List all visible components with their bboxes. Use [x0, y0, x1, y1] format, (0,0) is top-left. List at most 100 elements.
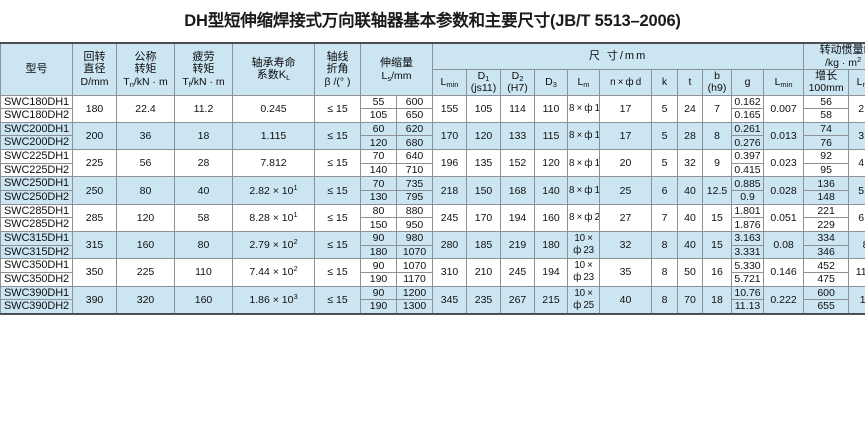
- cell-dim-d1: 170: [432, 121, 467, 151]
- cell-dim-k: 40: [599, 285, 652, 315]
- header-aa-line2: 折角: [326, 63, 349, 76]
- cell-dim-lmin: 950: [396, 217, 433, 232]
- cell-dim-lmin: 880: [396, 203, 433, 219]
- cell-fatigue-torque: 80: [174, 230, 233, 260]
- cell-dim-lmin: 600: [396, 94, 433, 110]
- cell-model: SWC250DH2: [0, 190, 73, 205]
- cell-inertia-lmin: 11.13: [731, 299, 764, 315]
- cell-mass-lmin: 74: [803, 121, 850, 137]
- cell-inertia-growth: 0.051: [762, 203, 805, 232]
- cell-nominal-torque: 225: [116, 258, 175, 287]
- cell-telescoping: 130: [360, 190, 397, 205]
- cell-mass-growth: 8: [848, 230, 865, 260]
- cell-dim-t: 8: [651, 258, 678, 287]
- header-dim-lmin: Lmin: [432, 68, 467, 96]
- header-ig-exponent: 2: [857, 54, 862, 64]
- cell-telescoping: 90: [360, 285, 397, 301]
- header-ig-unit: /kg · m: [824, 56, 858, 69]
- cell-dim-lm: 110: [534, 94, 568, 123]
- cell-dim-d1: 280: [432, 230, 467, 260]
- header-d1-tol: (js11): [470, 82, 497, 95]
- cell-inertia-lmin: 0.261: [731, 121, 764, 137]
- cell-dim-bolt-pattern: 8 × ф 17: [567, 94, 600, 123]
- cell-mass-lmin: 334: [803, 230, 850, 246]
- cell-model: SWC250DH1: [0, 176, 73, 192]
- header-dim-lm: Lm: [567, 68, 600, 96]
- header-lm-symbol: L: [577, 76, 584, 89]
- header-ft-line1: 疲劳: [192, 50, 215, 63]
- cell-model: SWC350DH1: [0, 258, 73, 273]
- cell-inertia-lmin: 5.330: [731, 258, 764, 273]
- cell-mass-growth: 4.9: [848, 149, 865, 178]
- cell-mass-lmin: 58: [803, 108, 850, 123]
- cell-dim-lmin: 735: [396, 176, 433, 192]
- cell-mass-growth: 11.5: [848, 258, 865, 287]
- cell-dim-bolt-pattern: 8 × ф 23: [567, 203, 600, 232]
- table-row: SWC225DH2 140 710 0.415 95: [0, 162, 865, 178]
- cell-dim-g: 9: [702, 149, 732, 178]
- cell-inertia-lmin: 1.801: [731, 203, 764, 219]
- header-rd-line1: 回转: [83, 50, 106, 63]
- header-d3-symbol: D: [545, 76, 553, 89]
- cell-dim-lm: 120: [534, 149, 568, 178]
- cell-mass-lmin: 76: [803, 135, 850, 151]
- cell-fatigue-torque: 160: [174, 285, 233, 315]
- cell-dim-b: 40: [677, 203, 703, 232]
- cell-dim-k: 20: [599, 149, 652, 178]
- cell-model: SWC180DH1: [0, 94, 73, 110]
- cell-nominal-torque: 320: [116, 285, 175, 315]
- cell-telescoping: 90: [360, 230, 397, 246]
- cell-dim-k: 17: [599, 121, 652, 151]
- header-bl-line2: 系数K: [256, 69, 287, 82]
- cell-dim-lmin: 680: [396, 135, 433, 151]
- header-ig-line1: 转动惯量I: [819, 44, 865, 57]
- cell-telescoping: 180: [360, 244, 397, 260]
- cell-dim-d2: 170: [466, 203, 501, 232]
- cell-dim-lmin: 650: [396, 108, 433, 123]
- cell-axis-angle: ≤ 15: [314, 94, 361, 123]
- header-ft-line2: 转矩: [192, 63, 215, 76]
- cell-axis-angle: ≤ 15: [314, 176, 361, 205]
- cell-dim-lm: 160: [534, 203, 568, 232]
- cell-dim-t: 5: [651, 94, 678, 123]
- header-bearing-life: 轴承寿命 系数KL: [232, 42, 315, 96]
- header-inertia-growth-unit: 100mm: [808, 82, 844, 95]
- cell-inertia-growth: 0.222: [762, 285, 805, 315]
- cell-fatigue-torque: 18: [174, 121, 233, 151]
- cell-axis-angle: ≤ 15: [314, 230, 361, 260]
- cell-dim-d2: 185: [466, 230, 501, 260]
- cell-dim-lmin: 620: [396, 121, 433, 137]
- cell-dim-b: 70: [677, 285, 703, 315]
- cell-mass-lmin: 600: [803, 285, 850, 301]
- header-inertia-growth: 增长 100mm: [803, 68, 850, 96]
- cell-dim-t: 8: [651, 230, 678, 260]
- cell-telescoping: 190: [360, 299, 397, 315]
- cell-bearing-life-factor: 1.115: [232, 121, 315, 151]
- cell-inertia-lmin: 0.162: [731, 94, 764, 110]
- cell-fatigue-torque: 58: [174, 203, 233, 232]
- cell-rotation-diameter: 315: [72, 230, 117, 260]
- cell-dim-lmin: 640: [396, 149, 433, 164]
- cell-bearing-life-factor: 7.812: [232, 149, 315, 178]
- cell-model: SWC390DH1: [0, 285, 73, 301]
- cell-model: SWC315DH2: [0, 244, 73, 260]
- cell-dim-d2: 135: [466, 149, 501, 178]
- header-dim-d3: D3: [534, 68, 568, 96]
- header-nt-line1: 公称: [134, 50, 157, 63]
- table-row: SWC390DH2 190 1300 11.13 655: [0, 299, 865, 315]
- cell-dim-bolt-pattern: 10 × ф 23: [567, 230, 600, 260]
- header-dim-d2: D2 (H7): [500, 68, 535, 96]
- table-row: SWC180DH2 105 650 0.165 58: [0, 108, 865, 123]
- cell-dim-d1: 345: [432, 285, 467, 315]
- cell-bearing-life-factor: 2.79 × 102: [232, 230, 315, 260]
- cell-dim-k: 25: [599, 176, 652, 205]
- header-row-1: 型号 回转 直径 D/mm 公称 转矩 Tn/kN · m 疲劳 转矩 Tf/k…: [0, 42, 865, 96]
- header-ts-symbol: L: [381, 69, 388, 82]
- cell-dim-lmin: 1200: [396, 285, 433, 301]
- table-row: SWC315DH2 180 1070 3.331 346: [0, 244, 865, 260]
- cell-dim-g: 12.5: [702, 176, 732, 205]
- cell-mass-lmin: 95: [803, 162, 850, 178]
- cell-model: SWC390DH2: [0, 299, 73, 315]
- cell-axis-angle: ≤ 15: [314, 203, 361, 232]
- cell-dim-d1: 218: [432, 176, 467, 205]
